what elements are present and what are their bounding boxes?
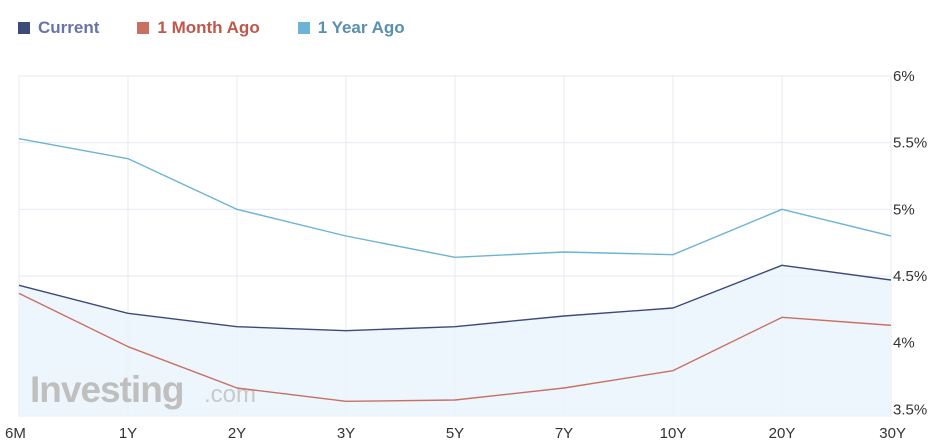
legend-label-1-month-ago: 1 Month Ago bbox=[157, 18, 260, 37]
y-tick-label: 5% bbox=[893, 201, 915, 218]
x-tick-label: 1Y bbox=[119, 425, 137, 442]
series-line-1-year-ago[interactable] bbox=[18, 137, 892, 259]
legend-item-current[interactable]: Current bbox=[18, 18, 99, 38]
chart-series-lines bbox=[18, 137, 892, 403]
investing-watermark: Investing .com bbox=[30, 369, 256, 410]
y-tick-label: 4.5% bbox=[893, 268, 927, 285]
x-tick-label: 3Y bbox=[337, 425, 355, 442]
series-line-current[interactable] bbox=[18, 264, 892, 332]
legend-item-1-year-ago[interactable]: 1 Year Ago bbox=[297, 18, 405, 38]
y-tick-label: 3.5% bbox=[893, 401, 927, 418]
y-tick-label: 4% bbox=[893, 335, 915, 352]
watermark-brand: Investing bbox=[30, 369, 183, 410]
x-tick-label: 6M bbox=[5, 425, 26, 442]
x-tick-label: 20Y bbox=[769, 425, 796, 442]
x-tick-label: 10Y bbox=[660, 425, 687, 442]
y-axis-ticks: 3.5% 4% 4.5% 5% 5.5% 6% bbox=[893, 68, 927, 418]
x-tick-label: 30Y bbox=[879, 425, 906, 442]
legend-swatch-1-year-ago bbox=[297, 22, 310, 34]
legend-item-1-month-ago[interactable]: 1 Month Ago bbox=[137, 18, 260, 38]
legend-swatch-1-month-ago bbox=[137, 22, 150, 34]
series-line-1-month-ago[interactable] bbox=[18, 292, 892, 403]
x-tick-label: 5Y bbox=[446, 425, 464, 442]
x-tick-label: 2Y bbox=[228, 425, 246, 442]
y-tick-label: 5.5% bbox=[893, 135, 927, 152]
x-axis-ticks: 6M 1Y 2Y 3Y 5Y 7Y 10Y 20Y 30Y bbox=[5, 425, 906, 442]
legend-label-current: Current bbox=[38, 18, 100, 37]
chart-area-fill bbox=[19, 265, 891, 416]
chart-legend: Current 1 Month Ago 1 Year Ago bbox=[18, 18, 443, 38]
legend-label-1-year-ago: 1 Year Ago bbox=[317, 18, 405, 37]
area-current bbox=[19, 265, 891, 416]
legend-swatch-current bbox=[18, 22, 30, 34]
y-tick-label: 6% bbox=[893, 68, 915, 85]
x-tick-label: 7Y bbox=[555, 425, 573, 442]
